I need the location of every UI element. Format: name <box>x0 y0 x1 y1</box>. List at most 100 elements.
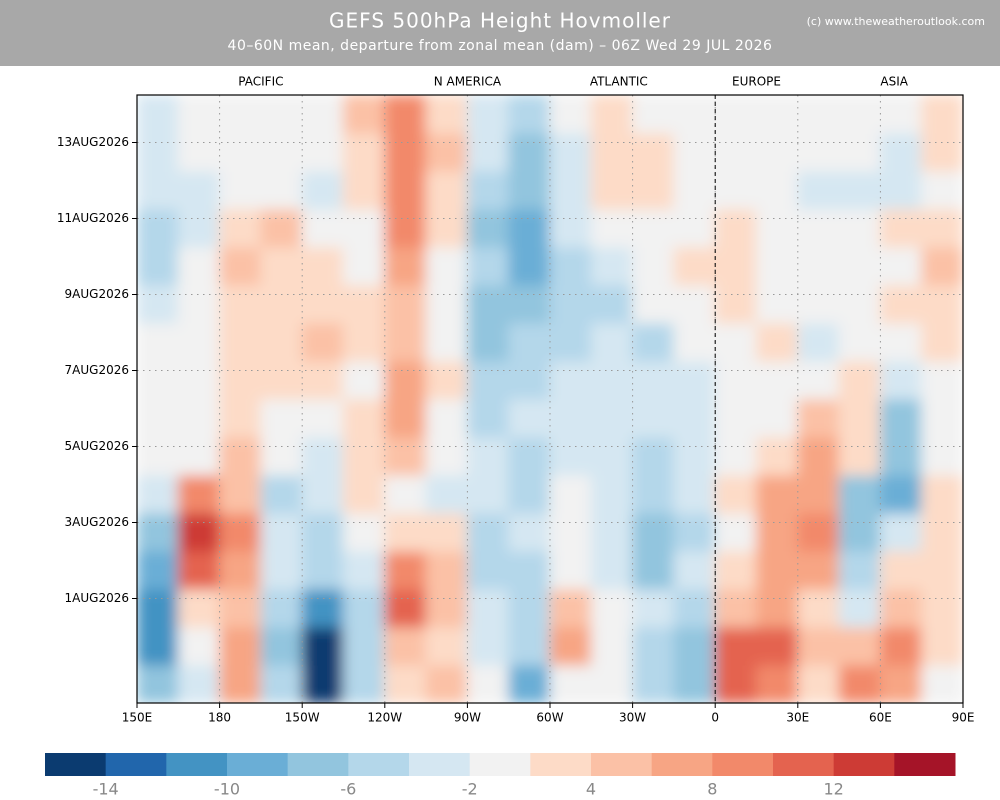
cell <box>921 588 963 628</box>
cell <box>632 512 675 552</box>
cell <box>590 360 634 400</box>
cell <box>756 360 799 400</box>
cell <box>838 246 881 286</box>
cell <box>549 208 592 248</box>
cell <box>879 398 923 438</box>
cell <box>673 170 716 210</box>
cell <box>301 664 344 703</box>
colorbar-box <box>773 753 835 776</box>
cell <box>384 322 427 362</box>
cell <box>797 512 840 552</box>
cell <box>384 360 427 400</box>
cell <box>343 664 386 703</box>
cell <box>838 512 881 552</box>
cell <box>549 474 592 514</box>
cell <box>177 398 221 438</box>
cell <box>425 664 468 703</box>
cell <box>343 284 386 324</box>
cell <box>590 284 634 324</box>
cell <box>425 474 468 514</box>
cell <box>425 208 468 248</box>
chart-subtitle: 40–60N mean, departure from zonal mean (… <box>228 38 773 54</box>
cell <box>466 322 510 362</box>
cell <box>137 398 179 438</box>
cell <box>466 284 510 324</box>
cell <box>921 436 963 476</box>
cell <box>137 170 179 210</box>
cell <box>384 398 427 438</box>
cell <box>219 170 262 210</box>
cell <box>177 436 221 476</box>
cell <box>137 208 179 248</box>
cell <box>466 512 510 552</box>
cell <box>590 208 634 248</box>
cell <box>425 170 468 210</box>
cell <box>756 132 799 172</box>
cell <box>137 588 179 628</box>
cell <box>508 474 551 514</box>
cell <box>756 322 799 362</box>
cell <box>549 588 592 628</box>
cell <box>343 208 386 248</box>
cell <box>343 95 386 134</box>
cell <box>756 284 799 324</box>
cell <box>301 398 344 438</box>
cell <box>137 95 179 134</box>
cell <box>632 664 675 703</box>
cell <box>673 550 716 590</box>
cell <box>921 246 963 286</box>
cell <box>343 246 386 286</box>
cell <box>384 664 427 703</box>
cell <box>797 398 840 438</box>
cell <box>879 95 923 134</box>
cell <box>508 626 551 666</box>
cell <box>260 398 303 438</box>
cell <box>714 474 757 514</box>
credit: (c) www.theweatheroutlook.com <box>807 15 985 28</box>
cell <box>177 132 221 172</box>
cell <box>838 208 881 248</box>
cell <box>466 588 510 628</box>
cell <box>508 284 551 324</box>
cell <box>838 360 881 400</box>
cell <box>343 322 386 362</box>
cell <box>384 132 427 172</box>
cell <box>756 95 799 134</box>
x-tick-label: 60W <box>536 711 563 725</box>
y-tick-label: 7AUG2026 <box>65 363 129 377</box>
cell <box>549 284 592 324</box>
cell <box>219 436 262 476</box>
cell <box>838 550 881 590</box>
cell <box>756 436 799 476</box>
colorbar-box <box>227 753 289 776</box>
cell <box>590 398 634 438</box>
colorbar-label: -6 <box>340 780 356 799</box>
cell <box>921 132 963 172</box>
x-tick-label: 60E <box>869 711 892 725</box>
cell <box>797 95 840 134</box>
cell <box>590 512 634 552</box>
cell <box>632 550 675 590</box>
cell <box>177 284 221 324</box>
cell <box>549 360 592 400</box>
cell <box>590 436 634 476</box>
cell <box>508 436 551 476</box>
cell <box>343 626 386 666</box>
cell <box>425 246 468 286</box>
cell <box>838 398 881 438</box>
cell <box>301 626 344 666</box>
cell <box>838 588 881 628</box>
cell <box>673 246 716 286</box>
cell <box>301 512 344 552</box>
cell <box>921 95 963 134</box>
colorbar-box <box>105 753 167 776</box>
cell <box>756 664 799 703</box>
cell <box>838 132 881 172</box>
cell <box>219 626 262 666</box>
x-tick-label: 180 <box>208 711 231 725</box>
cell <box>260 170 303 210</box>
cell <box>590 322 634 362</box>
cell <box>384 436 427 476</box>
cell <box>301 132 344 172</box>
x-tick-label: 30E <box>786 711 809 725</box>
